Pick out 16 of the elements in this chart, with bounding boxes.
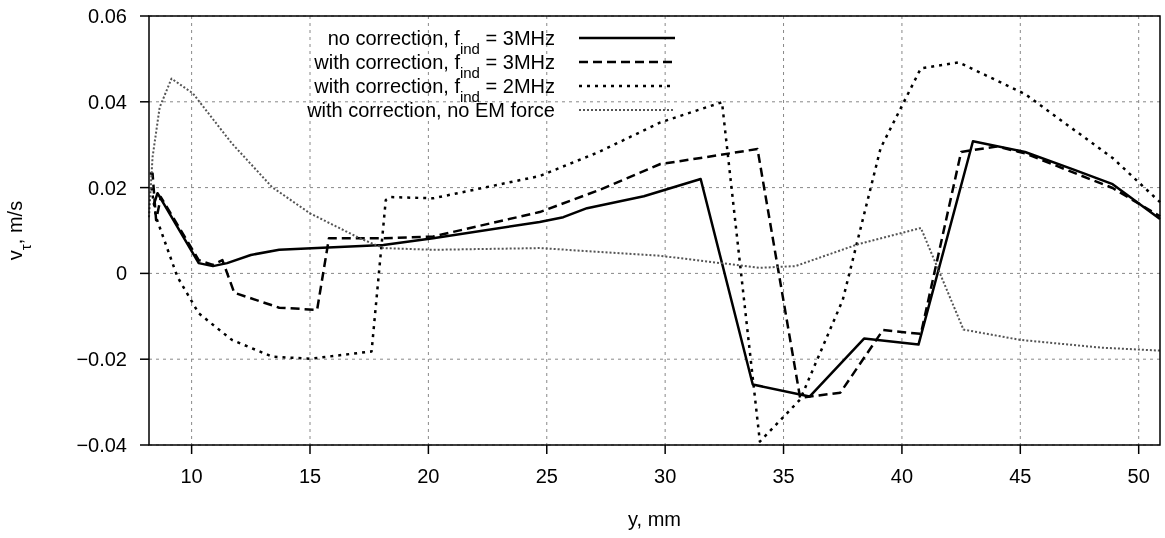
x-tick-label: 20 (417, 465, 440, 487)
x-tick-label: 25 (535, 465, 558, 487)
x-tick-label: 45 (1009, 465, 1032, 487)
x-tick-label: 50 (1127, 465, 1150, 487)
x-tick-label: 15 (298, 465, 322, 487)
x-tick-label: 30 (654, 465, 677, 487)
x-tick-label: 35 (772, 465, 795, 487)
x-tick-label: 40 (890, 465, 914, 487)
x-axis-title: y, mm (628, 508, 681, 530)
y-tick-label: −0.04 (76, 434, 127, 456)
y-tick-label: −0.02 (76, 348, 127, 371)
y-tick-label: 0.02 (88, 176, 127, 199)
x-tick-label: 10 (180, 465, 203, 487)
y-tick-label: 0.06 (88, 5, 127, 27)
y-tick-label: 0 (115, 262, 127, 285)
y-tick-label: 0.04 (88, 90, 127, 113)
